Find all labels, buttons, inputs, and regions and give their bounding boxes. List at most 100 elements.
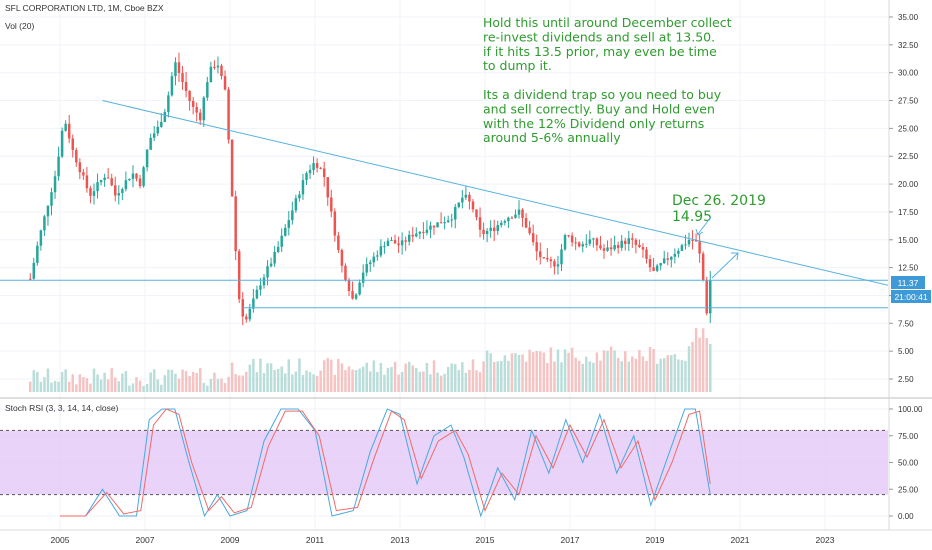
candle-body bbox=[206, 82, 209, 98]
volume-bar bbox=[209, 378, 213, 392]
volume-bar bbox=[152, 369, 156, 392]
volume-bar bbox=[223, 383, 227, 392]
trendline bbox=[102, 100, 888, 286]
candle-body bbox=[32, 262, 36, 279]
volume-bar bbox=[326, 358, 329, 392]
candle-body bbox=[43, 216, 46, 231]
volume-bar bbox=[241, 375, 244, 392]
volume-bar bbox=[305, 370, 308, 392]
candle-body bbox=[319, 167, 322, 169]
volume-bar bbox=[616, 357, 620, 392]
candle-body bbox=[39, 230, 43, 246]
x-tick-label: 2017 bbox=[561, 535, 580, 545]
stoch-rsi-title: Stoch RSI (3, 3, 14, 14, close) bbox=[5, 403, 119, 413]
candle-body bbox=[701, 253, 705, 281]
volume-bar bbox=[436, 372, 439, 392]
candle-body bbox=[78, 162, 82, 173]
candle-body bbox=[284, 227, 287, 236]
volume-bar bbox=[468, 369, 471, 392]
candle-body bbox=[255, 289, 259, 299]
candle-body bbox=[216, 65, 220, 68]
candle-body bbox=[613, 245, 616, 250]
volume-bar bbox=[528, 349, 531, 392]
volume-bar bbox=[620, 361, 623, 392]
y-tick-label: 20.00 bbox=[898, 180, 919, 189]
y-tick-label: 17.50 bbox=[898, 208, 919, 217]
volume-bar bbox=[206, 385, 209, 392]
volume-bar bbox=[60, 372, 64, 392]
volume-bar bbox=[634, 358, 638, 392]
candle-body bbox=[177, 62, 181, 73]
x-tick-label: 2019 bbox=[646, 535, 665, 545]
candle-body bbox=[50, 192, 53, 206]
candle-body bbox=[191, 100, 195, 107]
volume-bar bbox=[662, 358, 666, 392]
candle-body bbox=[450, 219, 453, 221]
volume-bar bbox=[85, 378, 89, 392]
volume-bar bbox=[560, 362, 563, 392]
volume-bar bbox=[404, 363, 407, 392]
candle-body bbox=[687, 239, 691, 245]
volume-bar bbox=[36, 371, 39, 392]
volume-bar bbox=[602, 350, 606, 392]
volume-bar bbox=[291, 374, 294, 392]
candle-body bbox=[496, 225, 499, 232]
volume-bar bbox=[230, 362, 234, 392]
y-tick-label: 35.00 bbox=[898, 13, 919, 22]
volume-bar bbox=[184, 371, 188, 392]
rsi-tick-label: 0.00 bbox=[898, 512, 914, 521]
volume-bar bbox=[411, 365, 414, 392]
candle-body bbox=[209, 66, 213, 83]
candle-body bbox=[528, 227, 531, 234]
volume-bar bbox=[648, 347, 652, 392]
volume-bar bbox=[259, 358, 262, 392]
candle-body bbox=[354, 294, 358, 299]
volume-bar bbox=[29, 381, 32, 392]
volume-bar bbox=[252, 358, 255, 392]
candle-body bbox=[322, 168, 326, 178]
candle-body bbox=[188, 90, 191, 101]
volume-bar bbox=[135, 377, 138, 392]
candle-body bbox=[340, 250, 344, 266]
volume-bar bbox=[585, 356, 588, 392]
candle-body bbox=[634, 239, 638, 245]
candle-body bbox=[181, 72, 184, 82]
candle-body bbox=[291, 210, 294, 221]
candle-body bbox=[273, 251, 276, 264]
volume-bar bbox=[489, 353, 492, 392]
volume-bar bbox=[439, 375, 443, 392]
volume-bar bbox=[276, 368, 280, 392]
volume-bar bbox=[273, 369, 276, 392]
candle-body bbox=[694, 240, 698, 242]
candle-body bbox=[475, 209, 478, 218]
candle-body bbox=[259, 285, 262, 290]
volume-bar bbox=[446, 367, 450, 392]
candle-body bbox=[546, 257, 549, 260]
candle-body bbox=[393, 240, 397, 244]
volume-bar bbox=[92, 368, 96, 392]
volume-bar bbox=[188, 376, 191, 392]
candle-body bbox=[454, 207, 457, 220]
candle-body bbox=[337, 235, 340, 251]
candle-body bbox=[422, 231, 425, 233]
volume-bar bbox=[694, 328, 698, 392]
volume-bar bbox=[149, 372, 152, 392]
volume-bar bbox=[627, 361, 631, 392]
y-tick-label: 7.50 bbox=[898, 319, 914, 328]
candle-body bbox=[404, 240, 407, 242]
x-tick-label: 2015 bbox=[476, 535, 495, 545]
x-tick-label: 2009 bbox=[221, 535, 240, 545]
candle-body bbox=[124, 180, 128, 190]
stoch-d-line bbox=[60, 408, 711, 517]
volume-bar bbox=[269, 363, 273, 392]
volume-bar bbox=[390, 367, 393, 392]
candle-body bbox=[266, 266, 269, 278]
volume-bar bbox=[344, 370, 347, 392]
candle-body bbox=[202, 97, 206, 121]
candle-body bbox=[500, 222, 503, 226]
candle-body bbox=[400, 240, 404, 246]
volume-bar bbox=[216, 378, 220, 392]
volume-bar bbox=[99, 379, 103, 392]
candle-body bbox=[131, 173, 135, 179]
